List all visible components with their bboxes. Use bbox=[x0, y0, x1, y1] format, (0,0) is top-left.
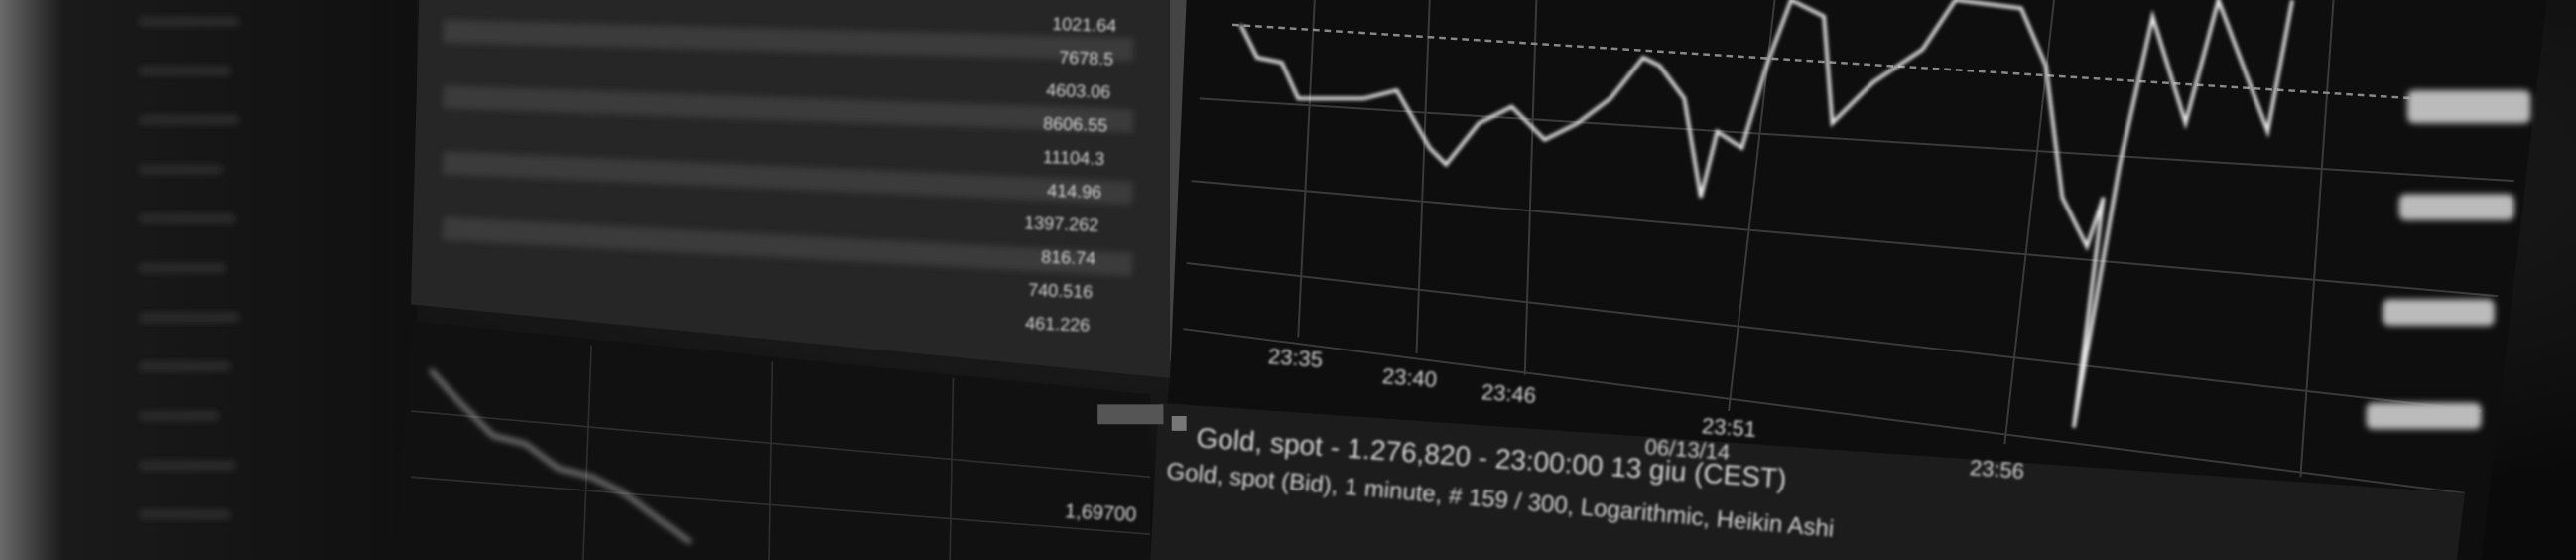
table-value: 414.96 bbox=[1047, 181, 1102, 203]
lower-grid bbox=[410, 345, 1151, 560]
table-value: 4603.06 bbox=[1046, 80, 1111, 102]
header-panel bbox=[1150, 402, 2466, 560]
table-value: 740.516 bbox=[1028, 280, 1094, 302]
lower-chart-panel bbox=[394, 320, 1151, 560]
price-line bbox=[1238, 0, 2294, 428]
table-value: 11104.3 bbox=[1042, 147, 1104, 169]
reference-line bbox=[1231, 23, 2416, 100]
table-value: 461.226 bbox=[1025, 313, 1091, 335]
time-label: 23:51 bbox=[1701, 413, 1757, 442]
time-label: 23:40 bbox=[1381, 363, 1438, 392]
time-label: 06/13/14 bbox=[1644, 434, 1731, 465]
time-label: 23:56 bbox=[1969, 455, 2025, 484]
table-value: 816.74 bbox=[1041, 247, 1096, 269]
monitor-bezel bbox=[0, 0, 417, 560]
scale-label: 1,69700 bbox=[1065, 500, 1137, 526]
table-rows bbox=[442, 19, 1134, 277]
screen-layout bbox=[139, 0, 2547, 560]
sidebar-rows bbox=[139, 16, 239, 520]
window-buttons bbox=[1097, 404, 1164, 425]
table-value: 1397.262 bbox=[1024, 212, 1099, 235]
table-value: 8606.55 bbox=[1043, 113, 1108, 135]
table-value: 1021.64 bbox=[1052, 14, 1117, 36]
table-value: 7678.5 bbox=[1059, 48, 1114, 70]
time-label: 23:46 bbox=[1481, 379, 1537, 408]
collapse-icon bbox=[1171, 415, 1187, 431]
right-axis-labels bbox=[2366, 90, 2531, 430]
time-label: 23:35 bbox=[1267, 344, 1324, 372]
main-chart-panel bbox=[1150, 0, 2547, 560]
lower-chart-line bbox=[429, 368, 692, 544]
